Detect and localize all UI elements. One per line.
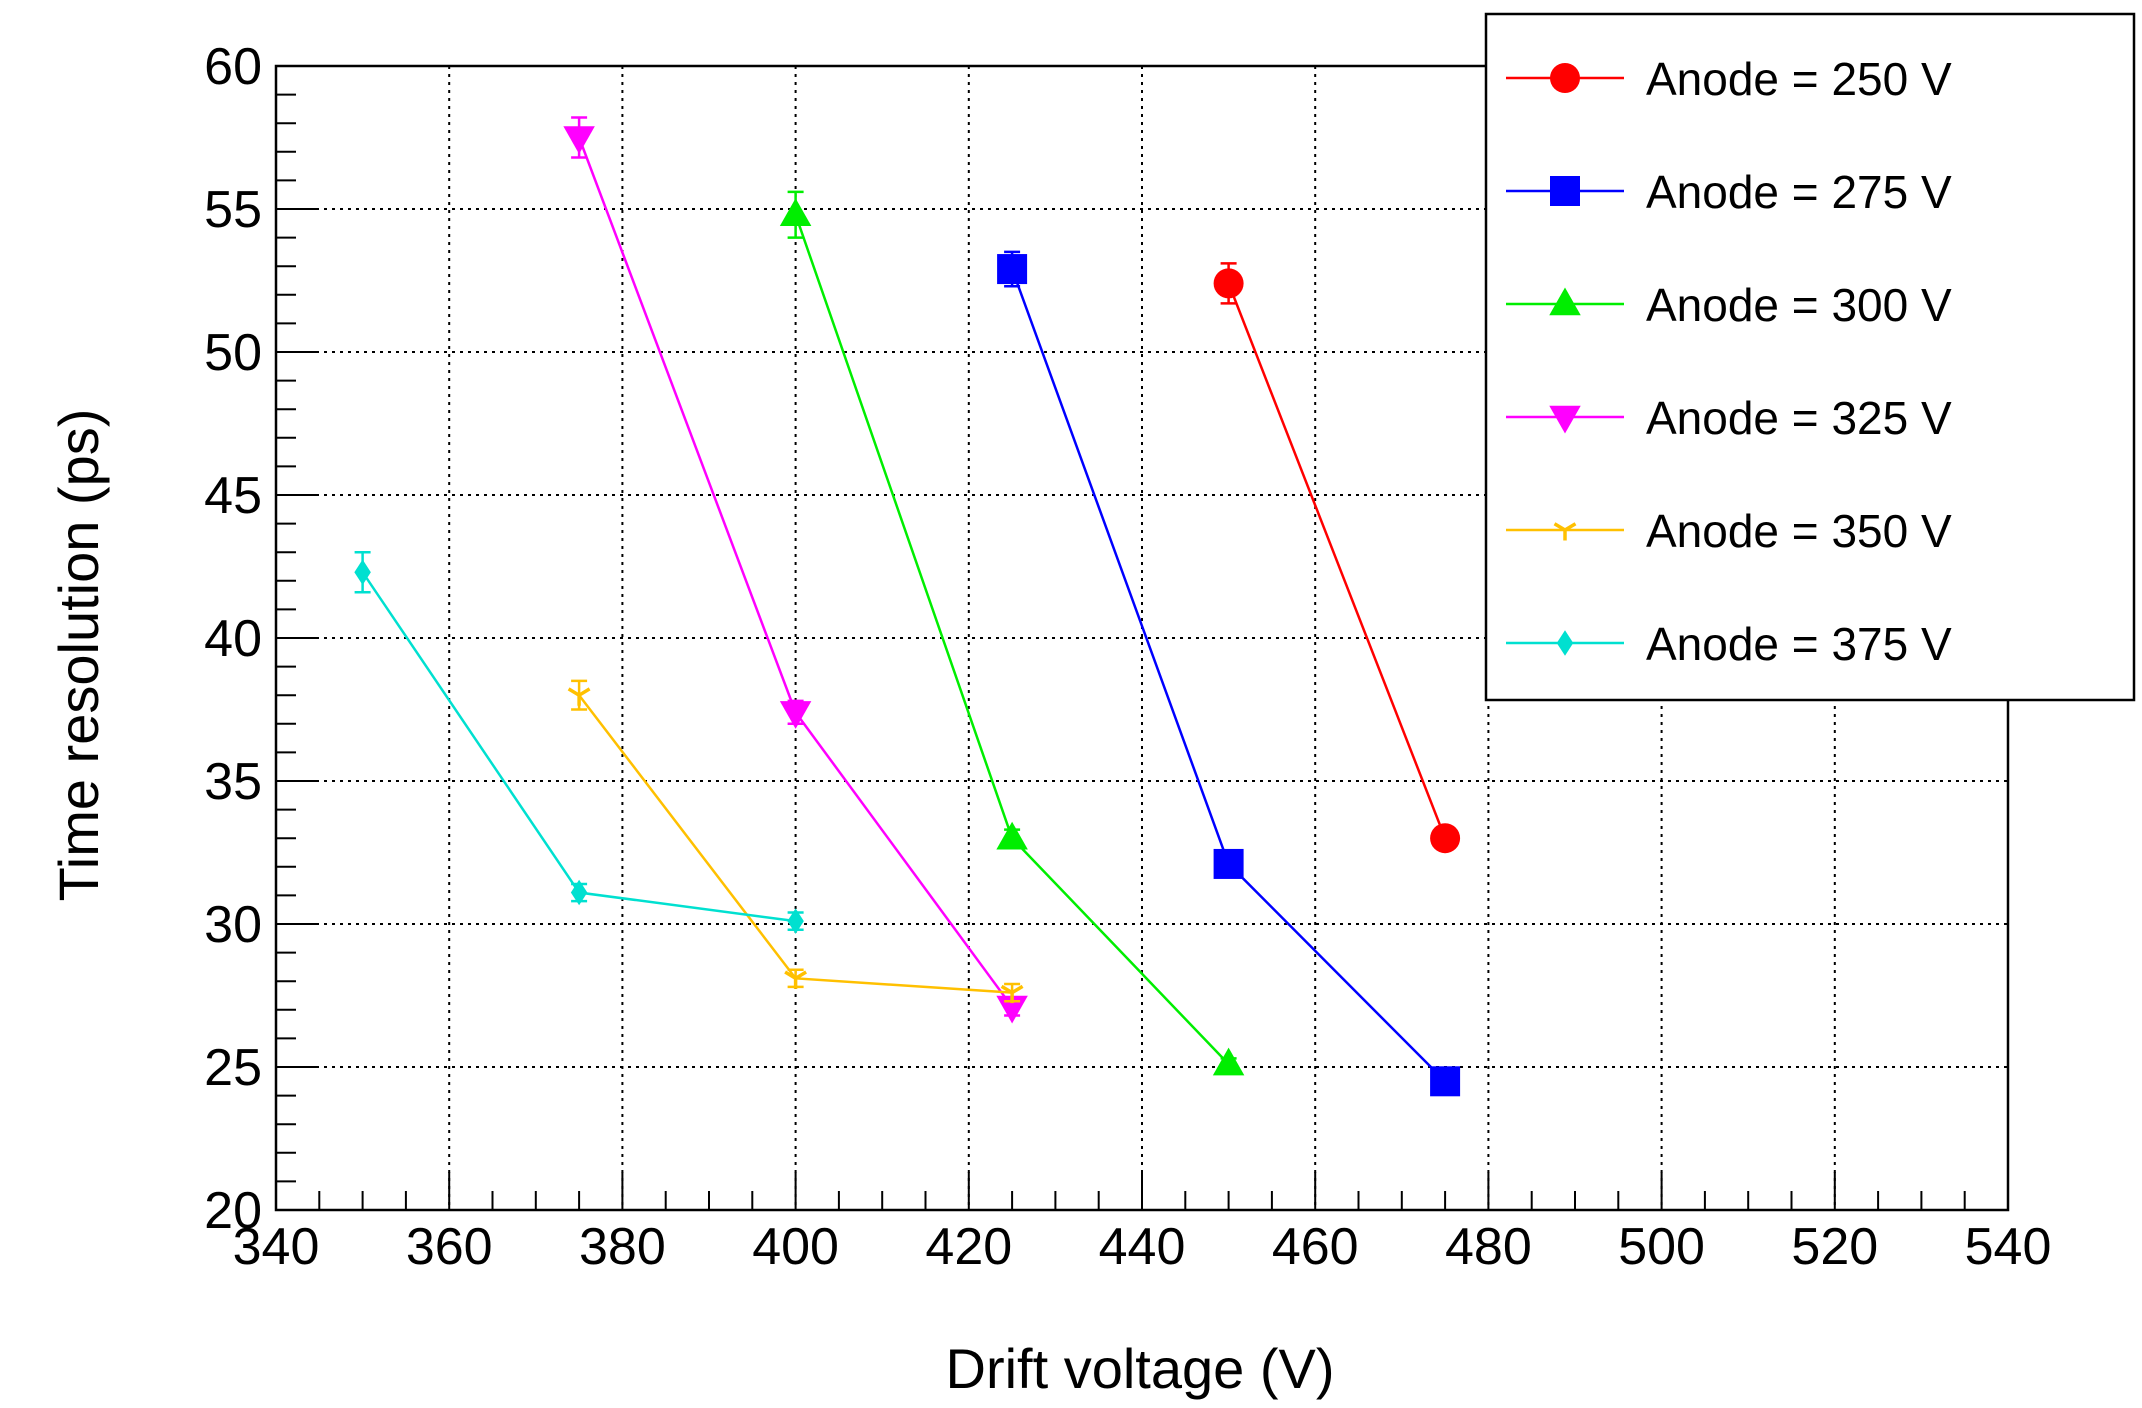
data-point <box>779 701 812 729</box>
y-tick-label: 20 <box>204 1182 262 1240</box>
x-tick-label: 380 <box>579 1218 666 1276</box>
legend-entry: Anode = 300 V <box>1506 279 1952 331</box>
series-group <box>563 116 1028 1024</box>
y-axis-title: Time resolution (ps) <box>47 409 110 902</box>
x-tick-label: 520 <box>1791 1218 1878 1276</box>
y-tick-label: 45 <box>204 467 262 525</box>
series-line <box>1227 282 1447 839</box>
legend-marker <box>1553 522 1577 541</box>
x-tick-label: 440 <box>1099 1218 1186 1276</box>
legend-label: Anode = 275 V <box>1646 166 1952 218</box>
legend-marker <box>1556 630 1574 656</box>
x-tick-label: 480 <box>1445 1218 1532 1276</box>
legend-label: Anode = 350 V <box>1646 505 1952 557</box>
y-tick-label: 50 <box>204 324 262 382</box>
legend-entry: Anode = 275 V <box>1506 166 1952 218</box>
legend-entry: Anode = 250 V <box>1506 53 1952 105</box>
y-tick-label: 55 <box>204 181 262 239</box>
legend-marker <box>1550 176 1580 206</box>
data-point <box>1212 1047 1245 1076</box>
legend-marker <box>1549 287 1581 316</box>
y-tick-label: 30 <box>204 896 262 954</box>
legend-marker <box>1549 405 1581 434</box>
x-tick-label: 540 <box>1965 1218 2052 1276</box>
data-point <box>997 254 1028 285</box>
data-point <box>784 970 808 989</box>
legend-entry: Anode = 350 V <box>1506 505 1952 557</box>
data-point <box>354 559 371 585</box>
series-group <box>779 190 1245 1076</box>
grid-lines <box>276 66 2008 1210</box>
x-axis-title: Drift voltage (V) <box>946 1337 1335 1400</box>
x-tick-label: 460 <box>1272 1218 1359 1276</box>
legend-entry: Anode = 375 V <box>1506 618 1952 670</box>
data-point <box>1213 848 1244 879</box>
legend-marker <box>1550 63 1580 93</box>
data-point <box>570 879 588 906</box>
legend-label: Anode = 325 V <box>1646 392 1952 444</box>
series-group <box>1213 262 1461 854</box>
legend-label: Anode = 250 V <box>1646 53 1952 105</box>
data-point <box>563 126 595 154</box>
series-group <box>354 550 804 934</box>
y-tick-label: 40 <box>204 610 262 668</box>
x-tick-label: 400 <box>752 1218 839 1276</box>
y-tick-label: 25 <box>204 1039 262 1097</box>
data-point <box>1430 823 1461 854</box>
legend-box <box>1484 12 2136 702</box>
legend-label: Anode = 300 V <box>1646 279 1952 331</box>
series-group <box>997 250 1461 1097</box>
data-point <box>996 821 1028 850</box>
data-point <box>1213 268 1244 299</box>
x-tick-label: 420 <box>925 1218 1012 1276</box>
data-point <box>787 908 804 934</box>
x-tick-label: 500 <box>1618 1218 1705 1276</box>
x-tick-label: 360 <box>406 1218 493 1276</box>
data-point <box>996 995 1028 1024</box>
data-point <box>567 687 591 706</box>
y-tick-label: 35 <box>204 753 262 811</box>
data-point <box>1000 984 1024 1004</box>
data-point <box>1430 1066 1461 1097</box>
legend-label: Anode = 375 V <box>1646 618 1952 670</box>
data-point <box>779 198 812 226</box>
data-series <box>354 116 1461 1097</box>
x-tick-label: 340 <box>233 1218 320 1276</box>
series-group <box>567 679 1024 1004</box>
y-tick-label: 60 <box>204 38 262 96</box>
legend-entry: Anode = 325 V <box>1506 392 1952 444</box>
legend: Anode = 250 V Anode = 275 V Anode = 300 V A… <box>1484 12 2136 702</box>
